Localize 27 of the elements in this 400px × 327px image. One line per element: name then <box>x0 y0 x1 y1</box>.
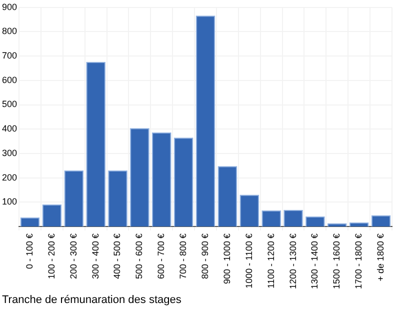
y-tick-label: 800 <box>2 26 18 36</box>
y-tick-label: 600 <box>2 74 18 85</box>
y-tick-label: 400 <box>2 124 18 134</box>
x-tick-label: 800 - 900 € <box>200 233 210 279</box>
x-tick-label: 200 - 300 € <box>68 233 78 279</box>
x-tick-label: 1300 - 1400 € <box>310 233 320 289</box>
x-tick-label: 1000 - 1100 € <box>244 233 254 288</box>
x-tick-label: 400 - 500 € <box>112 233 122 279</box>
y-tick-label: 200 <box>2 172 18 182</box>
y-tick-label: 300 <box>2 148 18 158</box>
x-tick-label: 100 - 200 € <box>46 233 56 279</box>
x-tick-label: 1500 - 1600 € <box>332 233 342 289</box>
x-axis-title: Tranche de rémunaration des stages <box>2 294 182 306</box>
x-tick-label: 600 - 700 € <box>156 233 166 279</box>
x-tick-label: 900 - 1000 € <box>222 233 232 284</box>
x-tick-label: 500 - 600 € <box>134 233 144 279</box>
y-tick-label: 500 <box>2 99 18 110</box>
x-tick-label: 1100 - 1200 € <box>266 233 276 288</box>
x-tick-label: 1200 - 1300 € <box>288 233 298 289</box>
x-tick-label: 0 - 100 € <box>24 233 34 269</box>
x-tick-label: 700 - 800 € <box>178 233 188 279</box>
y-tick-label: 700 <box>2 50 18 61</box>
y-tick-label: 900 <box>2 2 18 12</box>
x-tick-label: + de 1800 € <box>376 233 386 282</box>
y-tick-label: 100 <box>2 196 18 207</box>
x-tick-label: 1700 - 1800 € <box>354 233 364 289</box>
x-tick-label: 300 - 400 € <box>90 233 100 279</box>
